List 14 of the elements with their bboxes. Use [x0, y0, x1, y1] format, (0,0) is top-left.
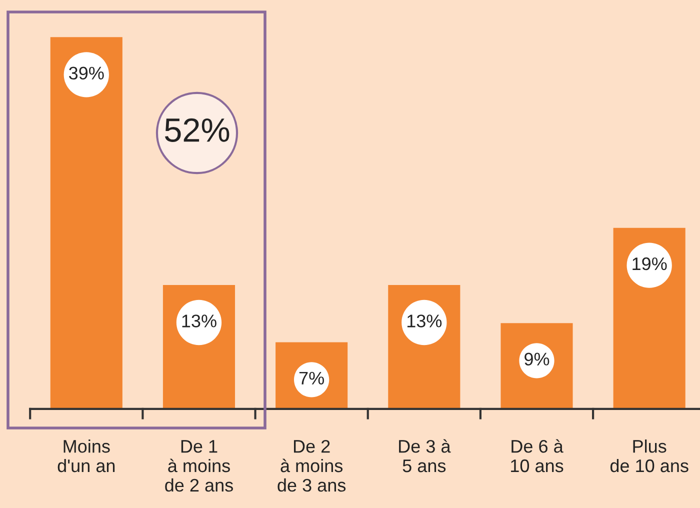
x-tick-label: De 3 à 5 ans [399, 439, 451, 472]
x-tick-label: Plus de 10 ans [610, 439, 688, 472]
data-label: 19% [632, 257, 667, 270]
data-label: 7% [299, 372, 324, 384]
x-tick-label: De 2 à moins de 3 ans [278, 440, 346, 492]
x-tick-label: De 1 à moins de 2 ans [165, 440, 233, 492]
data-label: 13% [407, 314, 442, 328]
data-label: 39% [69, 66, 104, 80]
data-label: 9% [524, 352, 550, 366]
x-tick-label: De 6 à 10 ans [511, 439, 564, 472]
annotation: 52% [164, 118, 230, 142]
x-tick-label: Moins d'un an [58, 439, 115, 472]
bar [50, 37, 122, 409]
data-label: 13% [182, 314, 216, 328]
